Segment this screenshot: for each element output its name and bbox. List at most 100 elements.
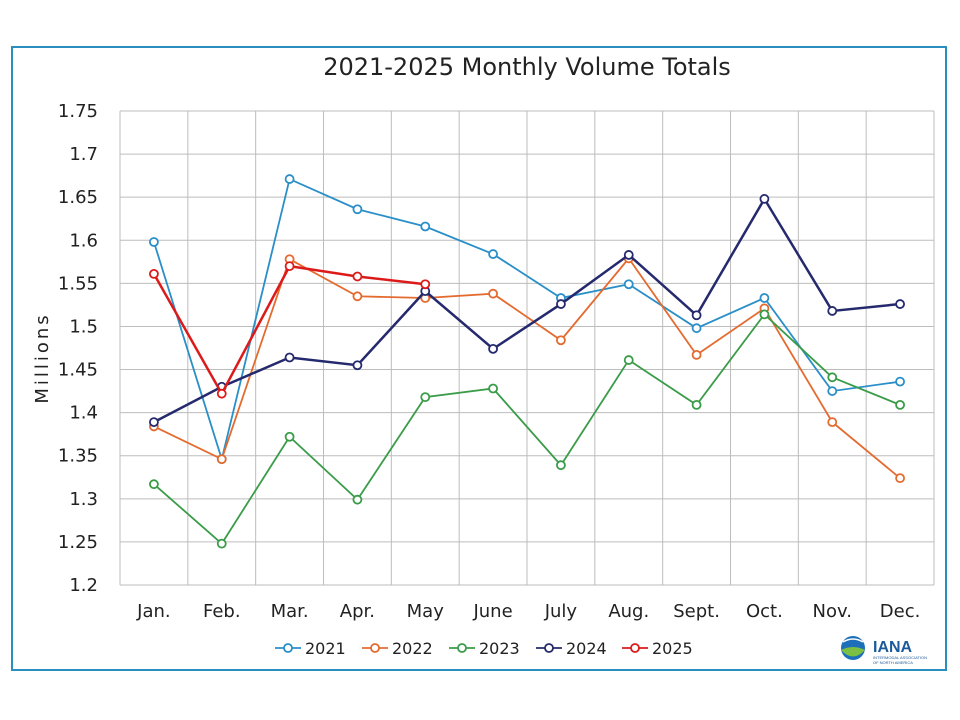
- data-point-2023: [759, 309, 770, 320]
- series-2021: [149, 174, 905, 465]
- data-point-2024: [556, 299, 566, 309]
- y-tick-label: 1.35: [58, 446, 98, 467]
- data-point-2024: [759, 194, 770, 204]
- legend-label: 2023: [479, 639, 520, 658]
- series-2023: [149, 309, 905, 549]
- data-point-2023: [691, 399, 702, 410]
- data-point-2024: [488, 343, 498, 354]
- series-line-2023: [153, 313, 901, 546]
- x-tick-label: Dec.: [880, 601, 921, 622]
- data-point-2023: [284, 431, 295, 442]
- series-line-2022: [153, 256, 901, 479]
- y-tick-label: 1.7: [69, 144, 98, 165]
- y-axis-label: Millions: [32, 312, 53, 403]
- chart-title: 2021-2025 Monthly Volume Totals: [323, 53, 731, 81]
- data-point-2023: [149, 479, 159, 490]
- legend-marker: [457, 643, 467, 653]
- data-point-2024: [149, 417, 159, 428]
- legend-marker: [283, 643, 293, 653]
- data-point-2022: [895, 473, 905, 484]
- y-tick-label: 1.25: [58, 532, 98, 553]
- data-point-2023: [352, 494, 363, 505]
- series-line-2024: [153, 196, 901, 424]
- legend-label: 2024: [566, 639, 607, 658]
- data-point-2023: [895, 399, 905, 410]
- data-point-2021: [895, 376, 905, 387]
- data-point-2021: [488, 249, 498, 259]
- legend-marker: [630, 643, 640, 653]
- x-tick-label: June: [472, 601, 512, 622]
- x-tick-label: Mar.: [271, 601, 309, 622]
- data-point-2025: [420, 279, 431, 290]
- data-point-2023: [216, 538, 227, 549]
- y-tick-label: 1.5: [69, 316, 98, 337]
- y-tick-label: 1.55: [58, 273, 98, 294]
- data-point-2021: [759, 293, 770, 303]
- data-point-2021: [284, 174, 295, 184]
- data-point-2024: [352, 360, 363, 371]
- data-point-2023: [556, 460, 566, 471]
- y-tick-label: 1.65: [58, 187, 98, 208]
- y-tick-label: 1.3: [69, 489, 98, 510]
- data-point-2023: [623, 355, 634, 365]
- legend-marker: [544, 643, 554, 653]
- legend-label: 2022: [392, 639, 433, 658]
- x-tick-label: Apr.: [340, 601, 375, 622]
- x-tick-label: Oct.: [746, 601, 783, 622]
- data-point-2021: [827, 386, 838, 396]
- data-point-2023: [420, 392, 431, 403]
- data-point-2021: [149, 237, 159, 247]
- y-tick-label: 1.4: [69, 403, 98, 424]
- x-tick-label: Sept.: [673, 601, 720, 622]
- data-point-2021: [623, 279, 634, 290]
- logo-name: IANA: [873, 639, 913, 656]
- series-2022: [149, 253, 905, 484]
- data-point-2024: [895, 299, 905, 309]
- data-point-2022: [827, 417, 838, 428]
- data-point-2022: [556, 335, 566, 346]
- legend-label: 2021: [305, 639, 346, 658]
- legend-item-2025: 2025: [622, 639, 693, 658]
- x-tick-label: May: [407, 601, 445, 622]
- x-tick-label: Aug.: [608, 601, 649, 622]
- y-tick-label: 1.6: [69, 230, 98, 251]
- legend-item-2023: 2023: [449, 639, 520, 658]
- data-point-2024: [691, 310, 702, 321]
- data-point-2024: [827, 306, 838, 316]
- data-point-2023: [827, 372, 838, 383]
- data-point-2022: [352, 291, 363, 302]
- x-tick-label: Jan.: [136, 601, 170, 622]
- series-lines: [149, 174, 905, 549]
- data-point-2024: [623, 250, 634, 260]
- y-axis-ticks: 1.2 1.25 1.3 1.35 1.4 1.45 1.5 1.55 1.6 1.65 1.7 1.…: [58, 101, 98, 596]
- data-point-2021: [352, 204, 363, 215]
- series-2024: [149, 194, 905, 428]
- data-point-2021: [691, 323, 702, 334]
- chart-frame: [11, 46, 947, 671]
- y-tick-label: 1.45: [58, 360, 98, 381]
- legend-item-2024: 2024: [536, 639, 607, 658]
- legend: 2021 2022 2023 2024 2025: [275, 639, 693, 658]
- logo-subtitle-1: INTERMODAL ASSOCIATION: [873, 655, 927, 660]
- legend-item-2022: 2022: [362, 639, 433, 658]
- data-point-2025: [284, 261, 295, 272]
- data-point-2022: [691, 349, 702, 360]
- iana-logo: IANA INTERMODAL ASSOCIATION OF NORTH AME…: [841, 636, 927, 665]
- legend-item-2021: 2021: [275, 639, 346, 658]
- data-point-2024: [284, 352, 295, 363]
- data-point-2023: [488, 383, 498, 394]
- legend-marker: [370, 643, 380, 653]
- logo-subtitle-2: OF NORTH AMERICA: [873, 660, 913, 665]
- x-tick-label: Feb.: [203, 601, 241, 622]
- x-tick-label: July: [544, 601, 578, 622]
- data-point-2022: [216, 454, 227, 465]
- gridlines: [119, 110, 935, 586]
- series-line-2021: [153, 177, 901, 463]
- legend-label: 2025: [652, 639, 693, 658]
- x-tick-label: Nov.: [813, 601, 852, 622]
- data-point-2025: [216, 388, 227, 399]
- y-tick-label: 1.75: [58, 101, 98, 122]
- data-point-2025: [149, 268, 159, 279]
- data-point-2022: [488, 288, 498, 299]
